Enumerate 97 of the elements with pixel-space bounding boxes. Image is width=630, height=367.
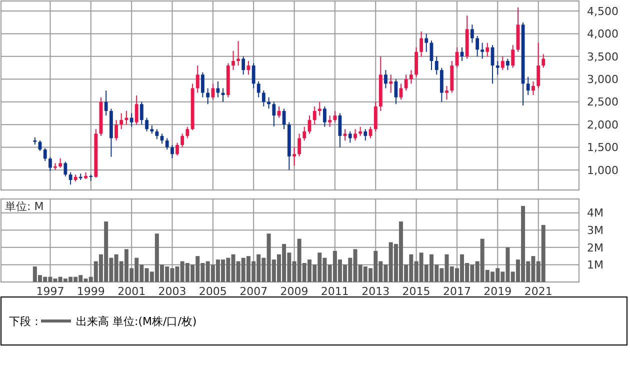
x-tick-label: 2013: [362, 285, 390, 298]
candlestick: [292, 146, 296, 166]
y-axis-title: 単位: M: [5, 200, 44, 213]
candlestick: [526, 76, 530, 96]
candlestick: [43, 148, 47, 162]
candlestick: [476, 35, 480, 57]
candlestick: [155, 128, 159, 140]
candlestick: [145, 117, 148, 132]
candlestick: [130, 112, 134, 128]
candlestick: [104, 90, 108, 116]
candlestick: [536, 42, 540, 89]
candlestick: [368, 126, 372, 139]
y-tick-label: 4M: [587, 206, 604, 220]
candlestick: [322, 106, 326, 128]
candlestick: [338, 112, 342, 148]
candlestick: [364, 128, 368, 141]
candlestick: [302, 126, 306, 141]
candlestick: [532, 80, 535, 96]
x-tick-label: 2017: [442, 285, 471, 298]
candlestick: [486, 42, 490, 57]
y-tick-label: 1,500: [587, 141, 618, 154]
candlestick: [114, 120, 118, 141]
y-tick-label: 4,000: [587, 28, 618, 41]
y-tick-label: 2,500: [587, 96, 618, 109]
y-tick-label: 3M: [587, 224, 604, 237]
candlestick: [216, 80, 220, 98]
candlestick: [358, 126, 362, 136]
candlestick: [186, 126, 190, 139]
candlestick: [206, 88, 210, 105]
candlestick: [374, 101, 378, 132]
candlestick: [318, 101, 322, 116]
y-tick-label: 3,500: [587, 50, 618, 64]
candlestick: [256, 80, 260, 98]
legend-label: 出来高 単位:(M株/口/枚): [76, 314, 197, 328]
candlestick: [120, 112, 124, 130]
x-tick-label: 2005: [198, 285, 227, 298]
candlestick: [500, 56, 504, 71]
candlestick: [542, 54, 546, 68]
candlestick: [420, 30, 424, 57]
candlestick: [272, 101, 276, 127]
candlestick: [140, 101, 144, 126]
candlestick: [134, 95, 138, 126]
y-tick-label: 1,000: [587, 164, 618, 177]
legend-title: 下段：: [9, 314, 42, 328]
y-tick-label: 4,500: [587, 4, 618, 18]
candlestick: [236, 40, 240, 66]
x-tick-label: 2021: [524, 285, 552, 298]
candlestick: [165, 138, 169, 150]
x-tick-label: 2015: [402, 285, 430, 298]
candlestick: [343, 128, 347, 141]
x-tick-label: 1999: [76, 285, 105, 298]
candlestick: [180, 133, 184, 148]
candlestick: [48, 156, 52, 172]
candlestick: [399, 83, 403, 100]
x-tick-label: 1997: [36, 285, 64, 298]
x-tick-label: 2003: [158, 285, 186, 298]
candlestick: [58, 158, 62, 168]
candlestick: [470, 24, 474, 44]
candlestick: [389, 74, 393, 94]
y-tick-label: 1M: [587, 258, 604, 272]
candlestick: [64, 161, 68, 177]
candlestick: [267, 96, 270, 110]
candlestick: [440, 67, 444, 102]
x-tick-label: 2011: [320, 285, 349, 298]
candlestick: [424, 33, 428, 52]
candlestick: [511, 44, 515, 68]
candlestick: [354, 128, 357, 141]
x-tick-label: 2001: [118, 285, 146, 298]
x-tick-label: 2019: [484, 285, 512, 298]
y-tick-label: 2,000: [587, 118, 618, 132]
candlestick: [496, 60, 500, 76]
candlestick: [176, 142, 179, 156]
candlestick: [252, 62, 256, 89]
candlestick: [480, 42, 484, 60]
y-tick-label: 2M: [587, 241, 604, 254]
candlestick: [242, 56, 246, 76]
candlestick: [232, 50, 235, 71]
candlestick: [328, 114, 332, 128]
candlestick: [384, 70, 388, 89]
candlestick: [333, 110, 337, 123]
x-tick-label: 2009: [280, 285, 308, 298]
candlestick: [445, 85, 448, 100]
candlestick: [298, 133, 301, 157]
candlestick: [170, 144, 174, 159]
candlestick: [196, 65, 200, 94]
candlestick: [434, 56, 438, 76]
candlestick: [409, 70, 413, 84]
candlestick: [312, 106, 316, 126]
candlestick: [506, 58, 510, 71]
y-tick-label: 3,000: [587, 72, 618, 86]
candlestick: [200, 72, 204, 98]
candlestick: [211, 83, 215, 100]
x-tick-label: 2007: [240, 285, 268, 298]
candlestick: [262, 90, 266, 107]
candlestick: [348, 130, 352, 144]
candlestick: [308, 114, 312, 134]
candlestick: [414, 46, 418, 78]
